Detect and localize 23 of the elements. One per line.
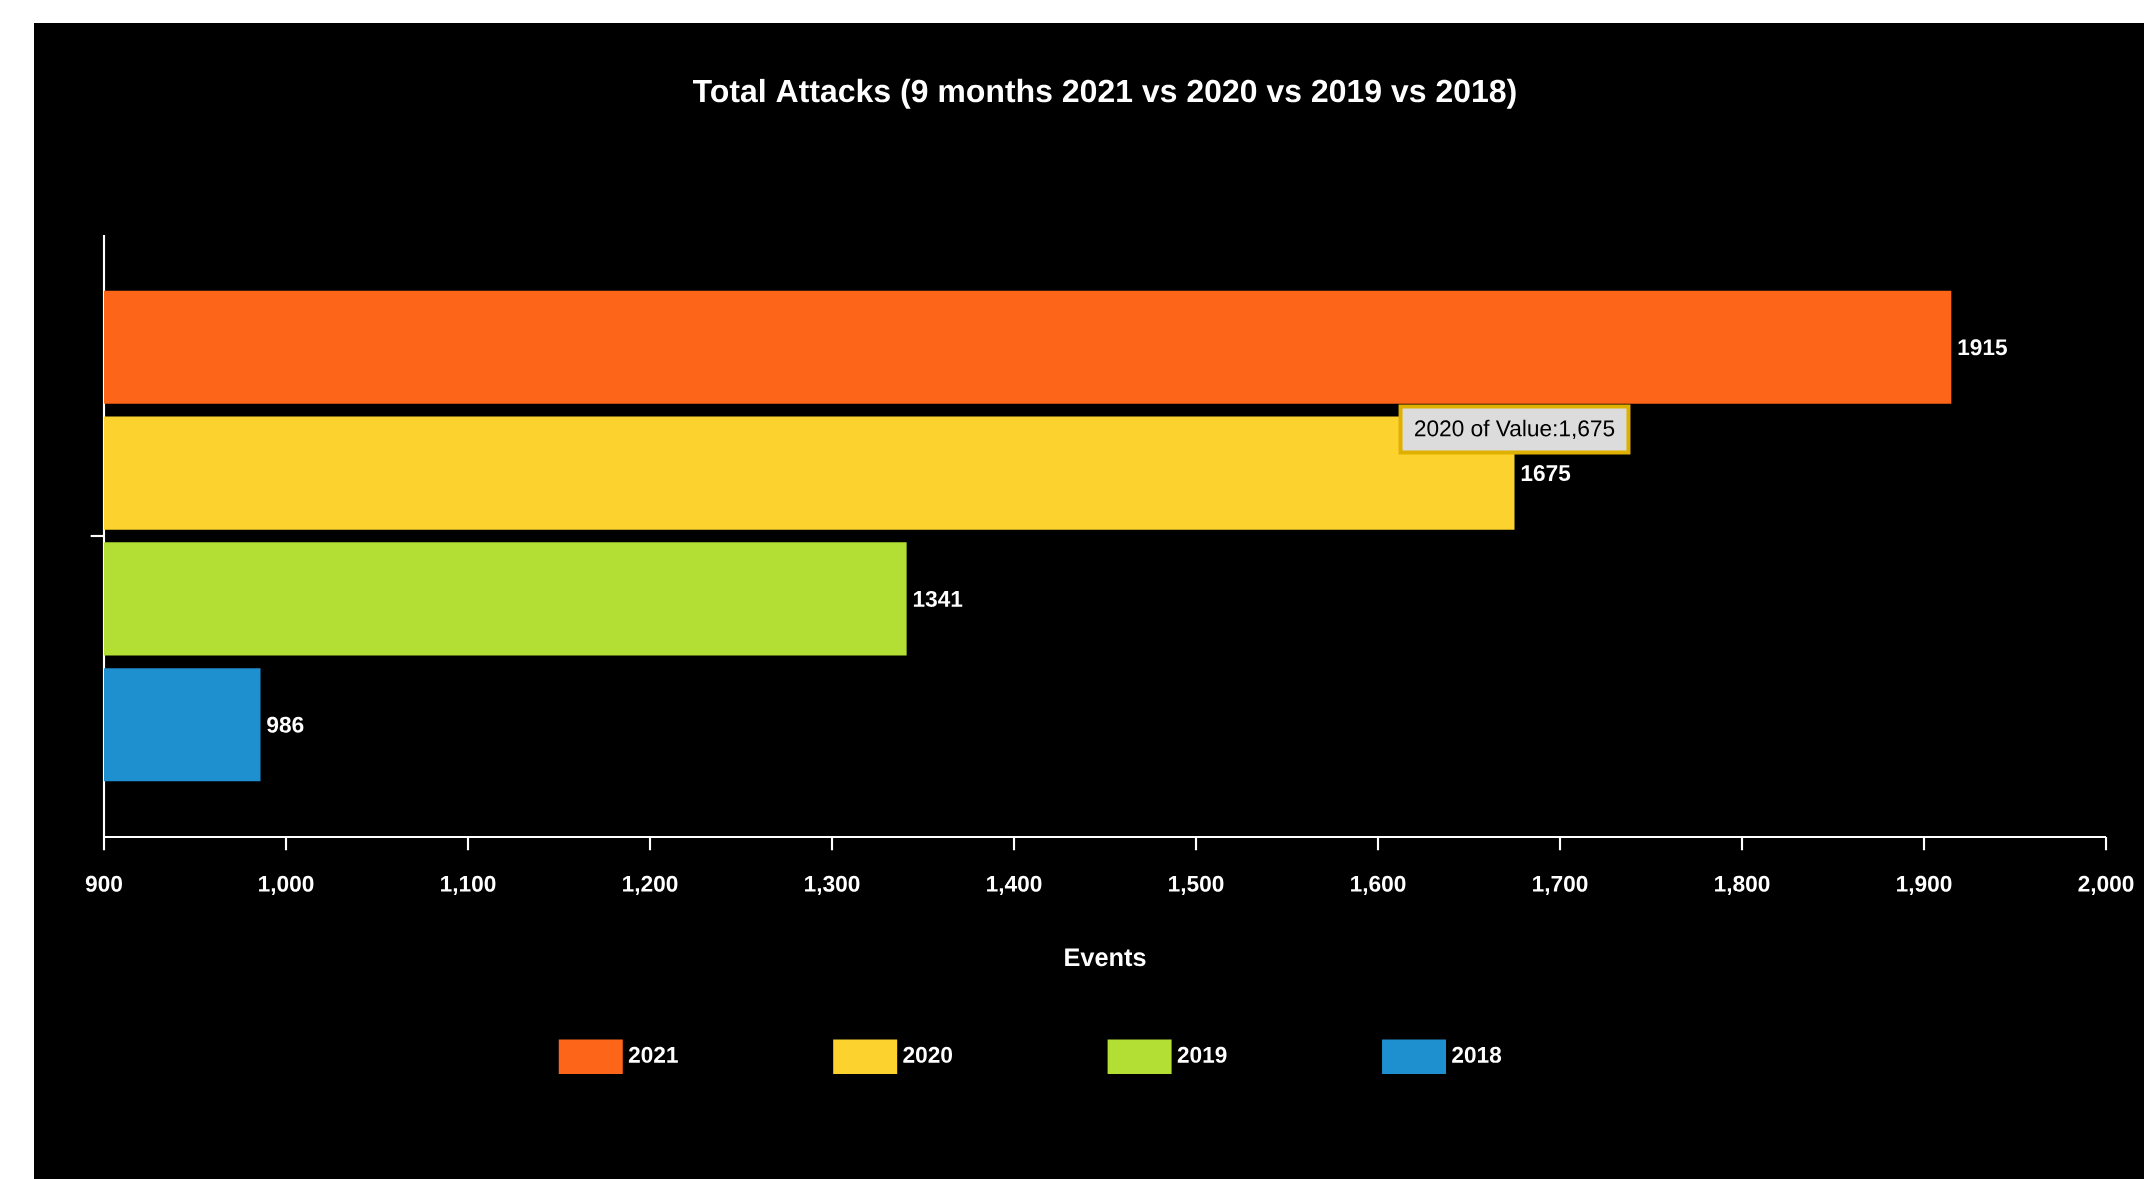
data-label: 1915 [1958, 339, 2007, 356]
x-tick-label: 1,300 [805, 875, 860, 896]
x-tick-label: 900 [85, 875, 122, 892]
x-tick-label: 1,900 [1897, 875, 1952, 896]
x-tick-label: 1,100 [441, 875, 496, 896]
legend-label: 2021 [628, 1046, 678, 1063]
x-tick-label: 1,500 [1169, 875, 1224, 896]
x-tick-label: 1,700 [1533, 875, 1588, 896]
annotation: 2020 of Value:1,675 [1415, 419, 1615, 440]
legend-label: 2020 [903, 1046, 952, 1063]
x-tick-label: 1,600 [1351, 875, 1406, 896]
legend-label: 2019 [1177, 1046, 1227, 1063]
legend-label: 2018 [1452, 1046, 1502, 1063]
data-label: 1675 [1521, 465, 1571, 482]
x-tick-label: 1,200 [623, 875, 678, 896]
data-label: 1341 [913, 590, 963, 607]
x-tick-label: 1,800 [1715, 875, 1770, 896]
x-axis-title: Events [1065, 948, 1146, 967]
x-tick-label: 2,000 [2078, 875, 2134, 896]
x-tick-label: 1,000 [259, 875, 314, 896]
data-label: 986 [267, 716, 304, 733]
chart-title: Total Attacks (9 months 2021 vs 2020 vs 2019 vs 2018) [693, 78, 1516, 109]
x-tick-label: 1,400 [987, 875, 1042, 896]
